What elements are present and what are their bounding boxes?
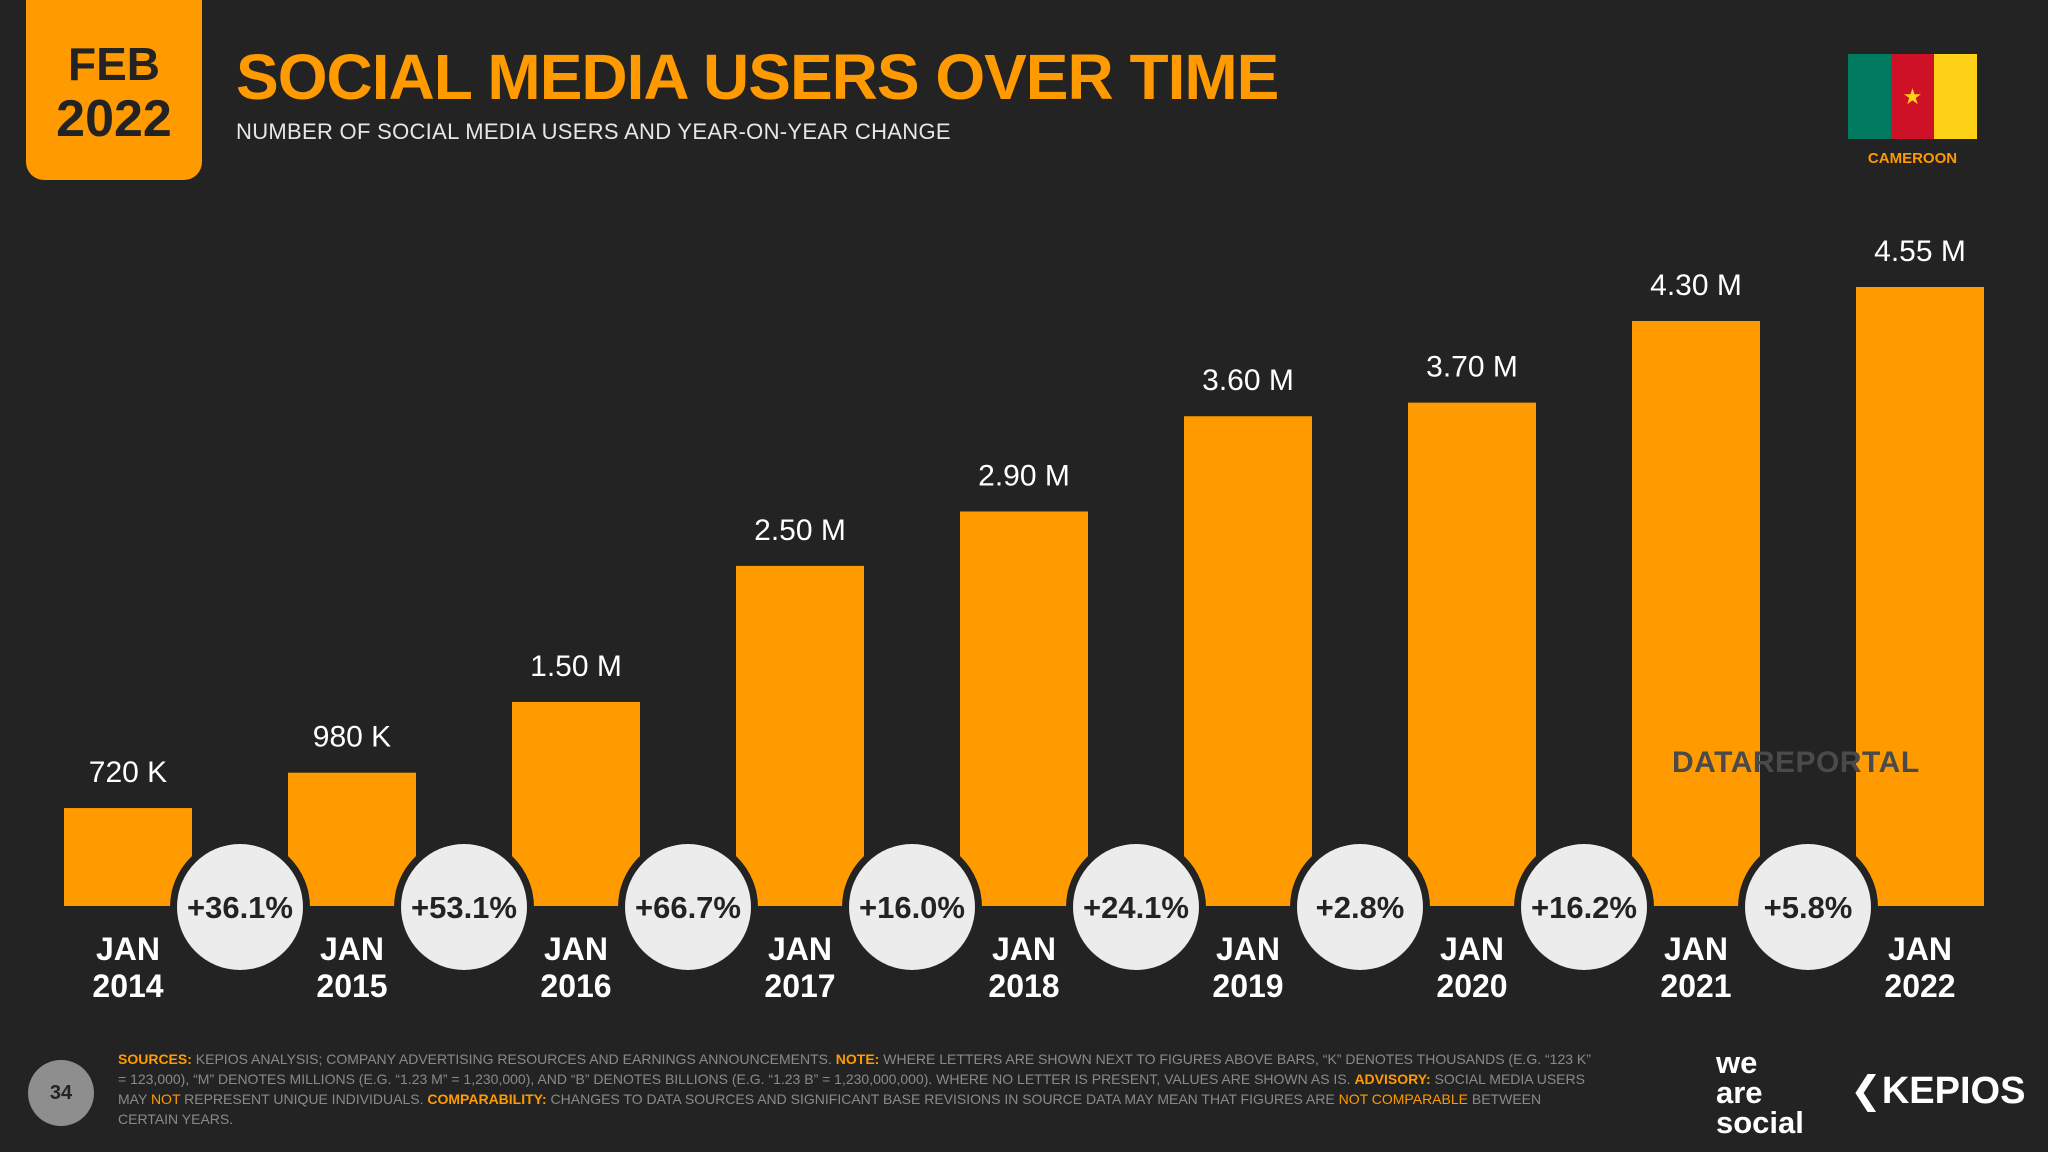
sources-label: SOURCES: [118, 1051, 192, 1067]
bar-value-label: 2.90 M [978, 459, 1070, 492]
bar [288, 772, 416, 906]
x-tick-label-year: 2020 [1436, 968, 1507, 1004]
x-tick-label-month: JAN [544, 931, 608, 967]
page-number: 34 [28, 1060, 94, 1126]
note-label: NOTE: [835, 1051, 880, 1067]
country-label: CAMEROON [1867, 150, 1958, 167]
bar-value-label: 980 K [313, 721, 391, 754]
kepios-text: KEPIOS [1881, 1070, 2026, 1112]
yoy-bubble [1521, 844, 1647, 970]
kepios-logo: ❮KEPIOS [1850, 1068, 2025, 1113]
bar-value-label: 3.60 M [1202, 364, 1294, 397]
x-tick-label-month: JAN [992, 931, 1056, 967]
bar [1856, 287, 1984, 906]
yoy-bubble [849, 844, 975, 970]
bar [960, 511, 1088, 906]
x-tick-label-year: 2015 [316, 968, 387, 1004]
bar [1408, 402, 1536, 906]
advisory-not: NOT [150, 1091, 181, 1107]
we-are-social-logo: we are social [1716, 1045, 1804, 1140]
yoy-bubble [1745, 844, 1871, 970]
bar [736, 565, 864, 906]
x-tick-label-month: JAN [1888, 931, 1952, 967]
badge-month: FEB [68, 38, 160, 90]
bar-value-label: 1.50 M [530, 650, 622, 683]
was-line-1: we [1716, 1045, 1758, 1080]
yoy-change-label: +24.1% [1083, 890, 1189, 925]
bar [1184, 416, 1312, 906]
comparability-text: CHANGES TO DATA SOURCES AND SIGNIFICANT … [546, 1091, 1339, 1107]
yoy-change-label: +16.2% [1531, 890, 1637, 925]
bar-value-label: 720 K [89, 756, 167, 789]
date-badge: FEB 2022 [26, 0, 202, 180]
bar-value-label: 4.55 M [1874, 235, 1966, 268]
cameroon-flag-icon: ★ [1848, 54, 1977, 139]
yoy-change-label: +2.8% [1316, 890, 1405, 925]
yoy-bubble [401, 844, 527, 970]
bar-value-label: 3.70 M [1426, 351, 1518, 384]
x-tick-label-year: 2017 [764, 968, 835, 1004]
yoy-change-label: +66.7% [635, 890, 741, 925]
yoy-change-label: +16.0% [859, 890, 965, 925]
x-tick-label-month: JAN [1664, 931, 1728, 967]
flag-star-icon: ★ [1902, 83, 1923, 109]
yoy-bubble [1297, 844, 1423, 970]
comparability-label: COMPARABILITY: [427, 1091, 547, 1107]
was-line-3: social [1716, 1105, 1804, 1140]
x-tick-label-year: 2016 [540, 968, 611, 1004]
yoy-change-label: +5.8% [1764, 890, 1853, 925]
x-tick-label-month: JAN [320, 931, 384, 967]
bar [64, 808, 192, 906]
kepios-k-icon: ❮ [1850, 1070, 1882, 1112]
badge-year: 2022 [56, 90, 172, 148]
yoy-bubble [1073, 844, 1199, 970]
yoy-bubble [177, 844, 303, 970]
x-tick-label-month: JAN [96, 931, 160, 967]
yoy-bubble [625, 844, 751, 970]
note-text: WHERE LETTERS ARE SHOWN NEXT TO FIGURES … [118, 1051, 1591, 1087]
advisory-text-2: REPRESENT UNIQUE INDIVIDUALS. [180, 1091, 428, 1107]
page-subtitle: NUMBER OF SOCIAL MEDIA USERS AND YEAR-ON… [236, 119, 951, 144]
advisory-label: ADVISORY: [1354, 1071, 1431, 1087]
footer-notes: SOURCES: KEPIOS ANALYSIS; COMPANY ADVERT… [118, 1049, 1598, 1129]
bar [1632, 321, 1760, 906]
sources-text: KEPIOS ANALYSIS; COMPANY ADVERTISING RES… [191, 1051, 836, 1067]
bar-value-label: 4.30 M [1650, 269, 1742, 302]
datareportal-watermark: DATAREPORTAL [1672, 746, 1920, 779]
was-line-2: are [1716, 1075, 1763, 1110]
bar [512, 701, 640, 906]
x-tick-label-year: 2019 [1212, 968, 1283, 1004]
x-tick-label-year: 2014 [92, 968, 163, 1004]
x-tick-label-month: JAN [1216, 931, 1280, 967]
page-title: SOCIAL MEDIA USERS OVER TIME [236, 41, 1279, 113]
x-tick-label-year: 2018 [988, 968, 1059, 1004]
x-tick-label-month: JAN [768, 931, 832, 967]
comparability-end: BETWEEN CERTAIN YEARS. [118, 1091, 1542, 1127]
yoy-change-label: +36.1% [187, 890, 293, 925]
advisory-text-1: SOCIAL MEDIA USERS MAY [118, 1071, 1585, 1107]
comparability-not: NOT COMPARABLE [1338, 1091, 1468, 1107]
yoy-change-label: +53.1% [411, 890, 517, 925]
bar-value-label: 2.50 M [754, 514, 846, 547]
x-tick-label-year: 2021 [1660, 968, 1731, 1004]
x-tick-label-month: JAN [1440, 931, 1504, 967]
x-tick-label-year: 2022 [1884, 968, 1955, 1004]
